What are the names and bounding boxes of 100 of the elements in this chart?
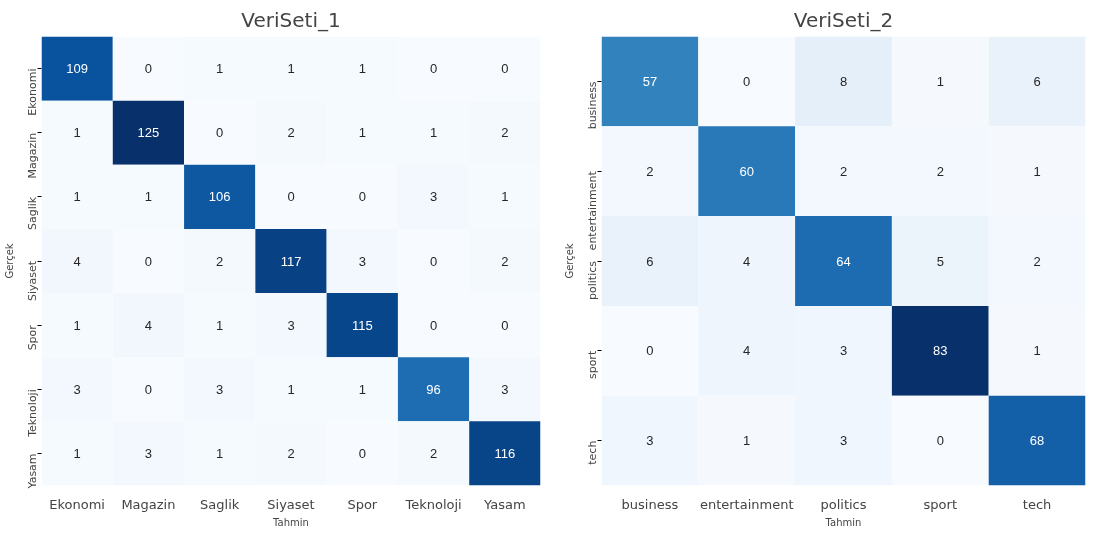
- data-label: 2: [646, 163, 654, 179]
- data-label: 4: [743, 253, 751, 269]
- y-tick-label: Spor: [26, 324, 39, 351]
- x-tick-label: sport: [923, 496, 958, 512]
- data-label: 1: [501, 189, 509, 205]
- data-label: 4: [73, 253, 81, 269]
- data-label: 0: [144, 61, 153, 77]
- data-label: 1: [358, 61, 366, 77]
- x-tick-label: politics: [820, 496, 867, 512]
- x-tick-label: Ekonomi: [49, 496, 105, 512]
- data-label: 3: [73, 381, 81, 397]
- data-label: 2: [429, 445, 438, 461]
- data-label: 3: [429, 189, 438, 205]
- chart-title: VeriSeti_1: [241, 7, 341, 32]
- x-tick-label: tech: [1022, 496, 1052, 512]
- data-label: 0: [429, 253, 438, 269]
- data-label: 117: [280, 253, 302, 269]
- data-label: 1: [429, 125, 438, 141]
- data-label: 3: [287, 317, 295, 333]
- data-label: 1: [73, 445, 81, 461]
- data-label: 4: [144, 317, 153, 333]
- data-label: 3: [501, 381, 509, 397]
- data-label: 96: [426, 381, 441, 397]
- data-label: 1: [216, 61, 224, 77]
- y-tick-label: Ekonomi: [26, 68, 39, 116]
- data-label: 3: [144, 445, 153, 461]
- data-label: 1: [936, 73, 944, 89]
- y-axis-title: Gerçek: [563, 243, 575, 279]
- data-label: 1: [358, 381, 366, 397]
- x-tick-label: Siyaset: [267, 496, 315, 512]
- x-tick-label: Spor: [347, 496, 378, 512]
- data-label: 2: [1033, 253, 1041, 269]
- data-label: 0: [429, 317, 438, 333]
- data-label: 0: [358, 189, 366, 205]
- x-axis-title: Tahmin: [824, 516, 862, 528]
- data-label: 0: [646, 343, 654, 359]
- y-tick-label: Siyaset: [26, 260, 39, 302]
- y-tick-label: business: [586, 81, 599, 130]
- data-label: 0: [358, 445, 366, 461]
- data-label: 1: [1033, 163, 1041, 179]
- data-label: 3: [646, 433, 654, 449]
- y-axis-title: Gerçek: [3, 243, 15, 279]
- data-label: 0: [501, 61, 509, 77]
- data-label: 8: [839, 73, 848, 89]
- y-tick-label: Magazin: [26, 132, 39, 179]
- x-tick-label: Saglik: [200, 496, 240, 512]
- data-label: 2: [936, 163, 944, 179]
- data-label: 0: [144, 253, 153, 269]
- data-label: 3: [216, 381, 224, 397]
- data-label: 57: [642, 73, 658, 89]
- data-label: 1: [216, 317, 224, 333]
- data-label: 2: [839, 163, 848, 179]
- data-label: 2: [501, 253, 509, 269]
- data-label: 106: [208, 189, 231, 205]
- y-tick-label: entertainment: [586, 170, 599, 251]
- data-label: 68: [1029, 433, 1045, 449]
- y-tick-label: sport: [586, 350, 599, 380]
- data-label: 1: [73, 125, 81, 141]
- data-label: 4: [743, 343, 751, 359]
- data-label: 1: [73, 317, 81, 333]
- data-label: 0: [287, 189, 295, 205]
- data-label: 1: [1033, 343, 1041, 359]
- data-label: 6: [1033, 73, 1041, 89]
- data-label: 83: [933, 343, 948, 359]
- data-label: 0: [216, 125, 224, 141]
- chart-title: VeriSeti_2: [793, 7, 894, 32]
- x-tick-label: Teknoloji: [404, 496, 462, 512]
- data-label: 0: [429, 61, 438, 77]
- y-tick-label: Saglik: [26, 196, 39, 231]
- data-label: 60: [739, 163, 754, 179]
- data-label: 1: [216, 445, 224, 461]
- y-tick-label: politics: [586, 260, 599, 300]
- data-label: 3: [839, 343, 848, 359]
- x-tick-label: business: [621, 496, 679, 512]
- data-label: 115: [351, 317, 373, 333]
- data-label: 1: [144, 189, 153, 205]
- data-label: 1: [743, 433, 751, 449]
- data-label: 2: [216, 253, 224, 269]
- x-axis-title: Tahmin: [272, 516, 309, 528]
- data-label: 116: [494, 445, 516, 461]
- data-label: 1: [287, 61, 295, 77]
- data-label: 0: [936, 433, 944, 449]
- x-tick-label: Yasam: [483, 496, 526, 512]
- data-label: 125: [137, 125, 160, 141]
- data-label: 6: [646, 253, 654, 269]
- y-tick-label: Teknoloji: [26, 389, 39, 438]
- y-tick-label: tech: [586, 440, 599, 465]
- data-label: 109: [66, 61, 88, 77]
- data-label: 0: [144, 381, 153, 397]
- data-label: 1: [287, 381, 295, 397]
- data-label: 3: [839, 433, 848, 449]
- data-label: 1: [358, 125, 366, 141]
- data-label: 1: [73, 189, 81, 205]
- data-label: 0: [743, 73, 751, 89]
- data-label: 5: [936, 253, 944, 269]
- data-label: 3: [358, 253, 366, 269]
- data-label: 2: [287, 125, 295, 141]
- x-tick-label: entertainment: [699, 496, 794, 512]
- data-label: 2: [287, 445, 295, 461]
- data-label: 64: [836, 253, 851, 269]
